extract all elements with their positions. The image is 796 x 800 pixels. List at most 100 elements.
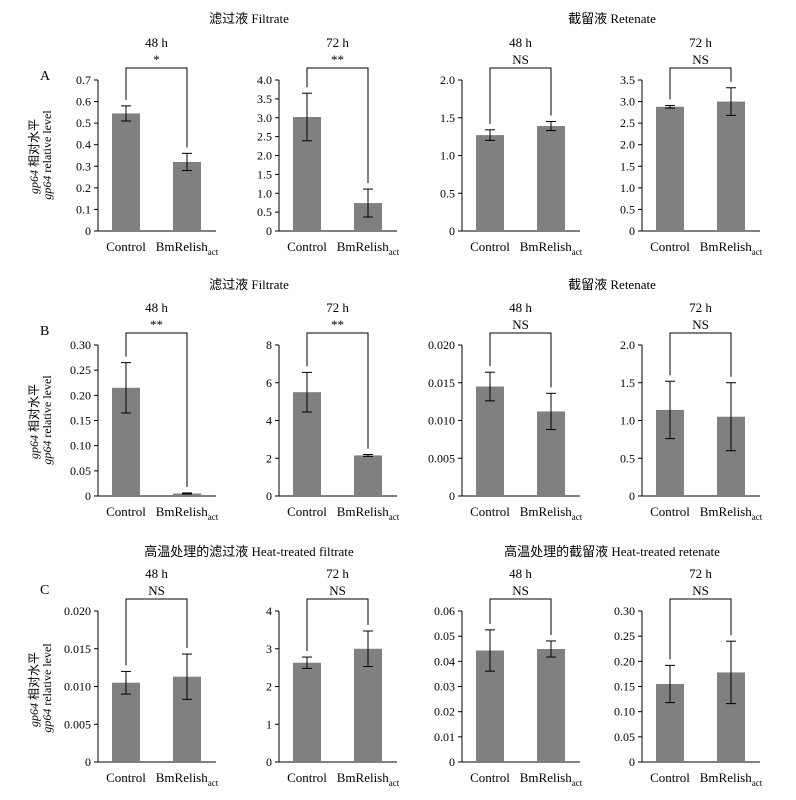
row-c-ylabel-gene-en: gp64 relative level xyxy=(40,643,54,733)
y-tick-label: 0.005 xyxy=(64,717,91,731)
y-tick-label: 1.0 xyxy=(620,181,635,195)
x-tick-label: Control xyxy=(287,239,327,254)
bar xyxy=(354,455,382,496)
row-c-ylabel-gene-2: gp64 xyxy=(40,709,54,733)
row-c-group-title-retenate: 高温处理的截留液 Heat-treated retenate xyxy=(504,544,720,559)
row-a-ylabel: gp64 相对水平 gp64 relative level xyxy=(27,110,54,200)
significance-bracket xyxy=(489,598,552,635)
bar xyxy=(354,648,382,762)
significance-label: ** xyxy=(331,52,344,67)
x-tick-label: Control xyxy=(470,504,510,519)
y-tick-label: 0.10 xyxy=(70,439,91,453)
x-tick-label-main: BmRelish xyxy=(520,239,573,254)
bar xyxy=(293,662,321,762)
x-tick-label-main: Control xyxy=(287,239,327,254)
significance-label: NS xyxy=(692,583,709,598)
x-tick-label-sub: act xyxy=(208,512,219,522)
y-tick-label: 0.01 xyxy=(434,730,455,744)
y-tick-label: 0.5 xyxy=(257,205,272,219)
row-b-ylabel-gene-en: gp64 relative level xyxy=(40,375,54,465)
y-tick-label: 0.010 xyxy=(428,414,455,428)
y-tick-label: 3.0 xyxy=(620,95,635,109)
x-tick-label: BmRelishact xyxy=(337,504,400,522)
y-tick-label: 0.3 xyxy=(76,159,91,173)
y-tick-label: 0.7 xyxy=(76,73,91,87)
y-tick-label: 0.20 xyxy=(70,388,91,402)
chart-c-1: 0 0.005 0.010 0.015 0.020 Control BmRelishact N… xyxy=(64,566,219,788)
chart-b-1: 0 0.05 0.10 0.15 0.20 0.25 0.30 Control BmRelish… xyxy=(70,300,219,522)
x-tick-label-main: BmRelish xyxy=(337,770,390,785)
significance-bracket xyxy=(125,332,188,487)
y-tick-label: 0 xyxy=(85,755,91,769)
y-tick-label: 0 xyxy=(85,489,91,503)
row-a-ylabel-gene-2: gp64 xyxy=(40,176,54,200)
chart-title: 72 h xyxy=(689,566,712,581)
significance-bracket xyxy=(489,67,552,124)
significance-bracket xyxy=(306,67,369,184)
row-b-group-title-retenate: 截留液 Retenate xyxy=(568,277,656,292)
y-tick-label: 8 xyxy=(266,338,272,352)
x-tick-label: BmRelishact xyxy=(337,239,400,257)
significance-label: NS xyxy=(512,52,529,67)
y-tick-label: 0 xyxy=(629,224,635,238)
x-tick-label-main: Control xyxy=(470,239,510,254)
significance-bracket xyxy=(306,598,369,652)
significance-label: NS xyxy=(692,52,709,67)
x-tick-label: Control xyxy=(470,239,510,254)
chart-title: 48 h xyxy=(145,566,168,581)
x-tick-label: BmRelishact xyxy=(700,504,763,522)
y-tick-label: 4 xyxy=(266,604,272,618)
row-c-ylabel-cn: 相对水平 xyxy=(27,652,41,700)
chart-a-1: 0 0.1 0.2 0.3 0.4 0.5 0.6 0.7 Control BmRelishact… xyxy=(76,35,219,257)
significance-label: NS xyxy=(148,583,165,598)
significance-bracket xyxy=(669,67,732,100)
y-tick-label: 0 xyxy=(449,755,455,769)
bar xyxy=(717,101,745,231)
y-tick-label: 0.4 xyxy=(76,138,91,152)
x-tick-label-main: BmRelish xyxy=(700,239,753,254)
x-tick-label-sub: act xyxy=(752,778,763,788)
x-tick-label-main: BmRelish xyxy=(700,770,753,785)
y-tick-label: 0 xyxy=(266,755,272,769)
x-tick-label-main: Control xyxy=(470,504,510,519)
x-tick-label-main: BmRelish xyxy=(520,770,573,785)
x-tick-label: Control xyxy=(106,770,146,785)
y-tick-label: 0.005 xyxy=(428,451,455,465)
y-tick-label: 0.015 xyxy=(64,642,91,656)
y-tick-label: 0.010 xyxy=(64,680,91,694)
panel-label-c: C xyxy=(40,583,49,598)
chart-a-3: 0 0.5 1.0 1.5 2.0 Control BmRelishact NS 48 h xyxy=(440,35,583,257)
y-tick-label: 0 xyxy=(629,755,635,769)
x-tick-label-main: BmRelish xyxy=(156,239,209,254)
y-tick-label: 0.05 xyxy=(614,730,635,744)
x-tick-label: BmRelishact xyxy=(520,770,583,788)
x-tick-label-main: Control xyxy=(287,770,327,785)
row-c-ylabel-en: relative level xyxy=(40,643,54,706)
chart-b-4: 0 0.5 1.0 1.5 2.0 Control BmRelishact NS 72 h xyxy=(620,300,763,522)
x-tick-label-main: BmRelish xyxy=(520,504,573,519)
bar xyxy=(476,135,504,231)
x-tick-label-sub: act xyxy=(208,778,219,788)
row-c-ylabel-gene-cn: gp64 相对水平 xyxy=(27,652,41,727)
y-tick-label: 0.06 xyxy=(434,604,455,618)
y-tick-label: 0 xyxy=(449,224,455,238)
x-tick-label-main: Control xyxy=(650,770,690,785)
x-tick-label-main: Control xyxy=(470,770,510,785)
row-b-ylabel-gene-2: gp64 xyxy=(40,441,54,465)
x-tick-label: Control xyxy=(287,770,327,785)
y-tick-label: 3.5 xyxy=(620,73,635,87)
x-tick-label-main: BmRelish xyxy=(156,770,209,785)
significance-bracket xyxy=(669,598,732,660)
significance-bracket xyxy=(489,332,552,388)
y-tick-label: 0.15 xyxy=(614,680,635,694)
y-tick-label: 0.020 xyxy=(64,604,91,618)
y-tick-label: 0.05 xyxy=(434,629,455,643)
y-tick-label: 1.0 xyxy=(620,414,635,428)
row-b-ylabel-gene: gp64 xyxy=(27,435,41,459)
y-tick-label: 0.5 xyxy=(620,451,635,465)
y-tick-label: 0.04 xyxy=(434,654,455,668)
x-tick-label: Control xyxy=(650,239,690,254)
y-tick-label: 0.05 xyxy=(70,464,91,478)
chart-title: 72 h xyxy=(689,300,712,315)
